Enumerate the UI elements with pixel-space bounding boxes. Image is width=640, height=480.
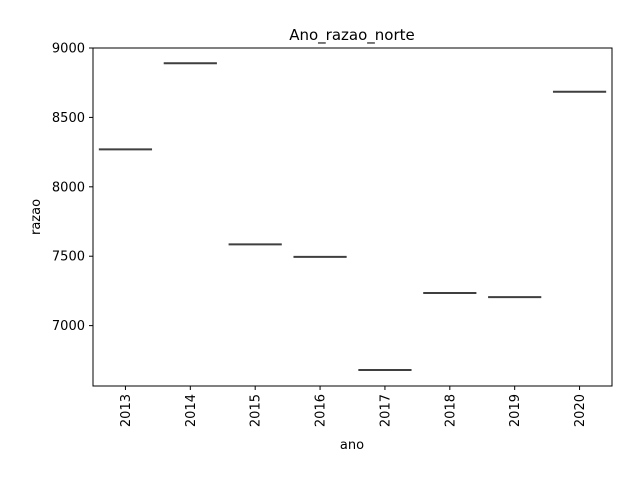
y-tick-label-8000: 8000: [52, 180, 85, 195]
y-tick-label-7000: 7000: [52, 319, 85, 334]
y-axis-label: razao: [29, 199, 44, 235]
x-tick-label-2013: 2013: [119, 394, 134, 427]
axes-frame: [92, 47, 613, 387]
x-tick-label-2017: 2017: [378, 394, 393, 427]
x-tick-label-2016: 2016: [314, 394, 329, 427]
plot-area: [98, 62, 607, 372]
x-tick-label-2019: 2019: [508, 394, 523, 427]
y-tick-label-8500: 8500: [52, 111, 85, 126]
x-tick-label-2015: 2015: [249, 394, 264, 427]
x-tick-label-2020: 2020: [573, 394, 588, 427]
x-axis: 2013 2014 2015 2016 2017 2018 2019 2020: [119, 386, 588, 427]
y-tick-label-7500: 7500: [52, 250, 85, 265]
x-tick-label-2014: 2014: [184, 394, 199, 427]
y-axis: 7000 7500 8000 8500 9000: [52, 42, 93, 334]
chart-title: Ano_razao_norte: [289, 26, 415, 45]
x-axis-label: ano: [340, 438, 364, 453]
x-tick-label-2018: 2018: [443, 394, 458, 427]
y-tick-label-9000: 9000: [52, 42, 85, 57]
